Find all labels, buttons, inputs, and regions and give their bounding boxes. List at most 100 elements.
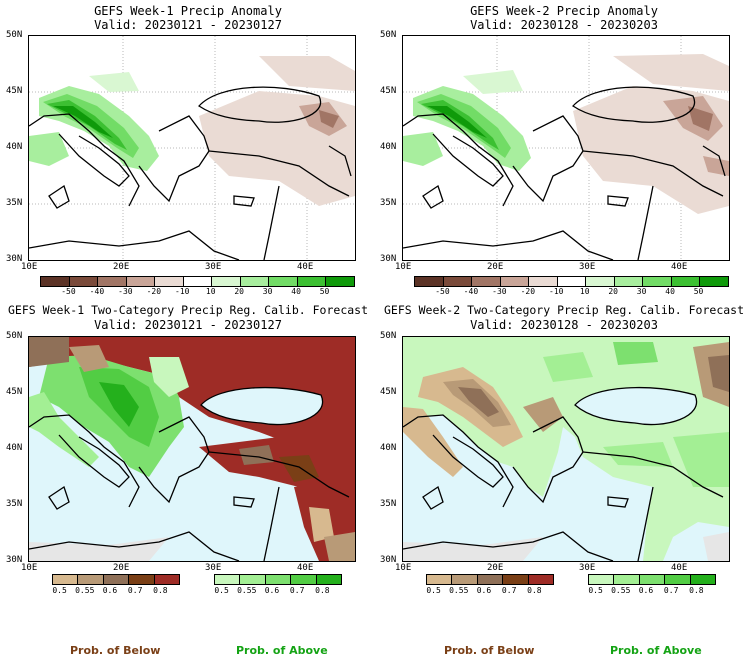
panel-week2-probability: GEFS Week-2 Two-Category Precip Reg. Cal…	[376, 300, 752, 662]
colorbar-tick-label: 0.8	[689, 586, 704, 595]
colorbar-tick-label: 40	[291, 287, 301, 296]
lat-label: 50N	[380, 331, 397, 341]
colorbar-tick-label: 0.55	[611, 586, 631, 595]
colorbar-tick-label: -20	[146, 287, 162, 296]
colorbar-swatch	[240, 277, 270, 286]
colorbar-swatch	[643, 277, 672, 286]
lat-label: 35N	[380, 499, 397, 509]
colorbar-tick-label: 0.6	[102, 586, 118, 595]
lat-label: 40N	[380, 142, 397, 152]
colorbar-swatch	[78, 575, 104, 584]
lat-label: 45N	[380, 387, 397, 397]
colorbar-swatch	[291, 575, 317, 584]
colorbar-swatch	[614, 575, 640, 584]
lon-label: 40E	[297, 262, 314, 272]
lon-label: 30E	[579, 262, 596, 272]
colorbar-tick-label: 0.7	[663, 586, 679, 595]
colorbar-swatch	[614, 277, 644, 286]
lon-label: 20E	[487, 563, 504, 573]
lon-label: 40E	[297, 563, 314, 573]
panel-valid-dates: Valid: 20230121 - 20230127	[94, 318, 282, 332]
colorbar-tick-label: -10	[175, 287, 190, 296]
colorbar-swatch	[297, 277, 327, 286]
colorbar-swatch	[472, 277, 501, 286]
map-canvas	[403, 36, 729, 260]
panel-week1-probability: GEFS Week-1 Two-Category Precip Reg. Cal…	[0, 300, 376, 662]
above-colorbar	[588, 574, 716, 585]
lon-label: 30E	[579, 563, 596, 573]
colorbar-tick-label: 0.5	[52, 586, 67, 595]
colorbar-tick-label: 0.5	[588, 586, 603, 595]
colorbar-swatch	[215, 575, 241, 584]
colorbar-swatch	[69, 277, 99, 286]
panel-title: GEFS Week-1 Two-Category Precip Reg. Cal…	[7, 303, 369, 317]
colorbar-swatch	[129, 575, 155, 584]
colorbar-swatch	[316, 575, 342, 584]
colorbar-swatch	[41, 277, 70, 286]
colorbar-tick-label: 0.55	[75, 586, 95, 595]
lat-label: 45N	[6, 86, 23, 96]
colorbar-swatch	[500, 277, 530, 286]
colorbar-tick-label: -40	[89, 287, 105, 296]
panel-valid-dates: Valid: 20230128 - 20230203	[470, 18, 658, 32]
lat-label: 45N	[6, 387, 23, 397]
colorbar-tick-label: -40	[463, 287, 479, 296]
colorbar-tick-label: 10	[205, 287, 216, 296]
lat-label: 50N	[6, 30, 23, 40]
colorbar-swatch	[529, 277, 558, 286]
colorbar-swatch	[586, 277, 615, 286]
map-canvas	[29, 36, 355, 260]
colorbar-swatch	[665, 575, 691, 584]
colorbar-tick-label: -10	[549, 287, 564, 296]
lon-label: 10E	[21, 262, 38, 272]
colorbar-tick-label: 0.5	[214, 586, 229, 595]
panel-week2-anomaly: GEFS Week-2 Precip Anomaly Valid: 202301…	[376, 0, 752, 300]
colorbar-swatch	[503, 575, 529, 584]
lon-label: 10E	[395, 262, 412, 272]
colorbar-tick-label: 0.6	[264, 586, 280, 595]
anomaly-map-week1	[28, 35, 356, 261]
prob-above-label: Prob. of Above	[610, 644, 702, 657]
colorbar-swatch	[183, 277, 213, 286]
colorbar-tick-label: 40	[665, 287, 675, 296]
colorbar-tick-label: 30	[262, 287, 273, 296]
lat-label: 35N	[6, 499, 23, 509]
panel-week1-anomaly: GEFS Week-1 Precip Anomaly Valid: 202301…	[0, 0, 376, 300]
colorbar-tick-label: 20	[234, 287, 244, 296]
colorbar-swatch	[155, 277, 184, 286]
lat-label: 30N	[6, 555, 23, 565]
colorbar-swatch	[700, 277, 729, 286]
lon-label: 10E	[21, 563, 38, 573]
lon-label: 20E	[113, 563, 130, 573]
lon-label: 20E	[113, 262, 130, 272]
lon-label: 30E	[205, 563, 222, 573]
colorbar-swatch	[154, 575, 180, 584]
colorbar-tick-label: 0.55	[237, 586, 257, 595]
colorbar-swatch	[557, 277, 587, 286]
colorbar-swatch	[528, 575, 554, 584]
anomaly-colorbar	[414, 276, 729, 287]
colorbar-tick-label: -30	[118, 287, 133, 296]
prob-below-label: Prob. of Below	[70, 644, 161, 657]
panel-valid-dates: Valid: 20230121 - 20230127	[94, 18, 282, 32]
panel-title: GEFS Week-2 Precip Anomaly	[470, 4, 658, 18]
lat-label: 40N	[380, 443, 397, 453]
colorbar-swatch	[326, 277, 355, 286]
prob-above-label: Prob. of Above	[236, 644, 328, 657]
colorbar-tick-label: 50	[693, 287, 704, 296]
colorbar-swatch	[53, 575, 79, 584]
colorbar-swatch	[639, 575, 666, 584]
colorbar-tick-label: 20	[608, 287, 618, 296]
colorbar-swatch	[98, 277, 127, 286]
lon-label: 40E	[671, 262, 688, 272]
colorbar-swatch	[589, 575, 615, 584]
lat-label: 40N	[6, 443, 23, 453]
lat-label: 35N	[380, 198, 397, 208]
lat-label: 30N	[380, 254, 397, 264]
lon-label: 10E	[395, 563, 412, 573]
colorbar-tick-label: 0.8	[527, 586, 542, 595]
lat-label: 50N	[6, 331, 23, 341]
lat-label: 40N	[6, 142, 23, 152]
colorbar-tick-label: -50	[61, 287, 76, 296]
colorbar-tick-label: 0.8	[153, 586, 168, 595]
